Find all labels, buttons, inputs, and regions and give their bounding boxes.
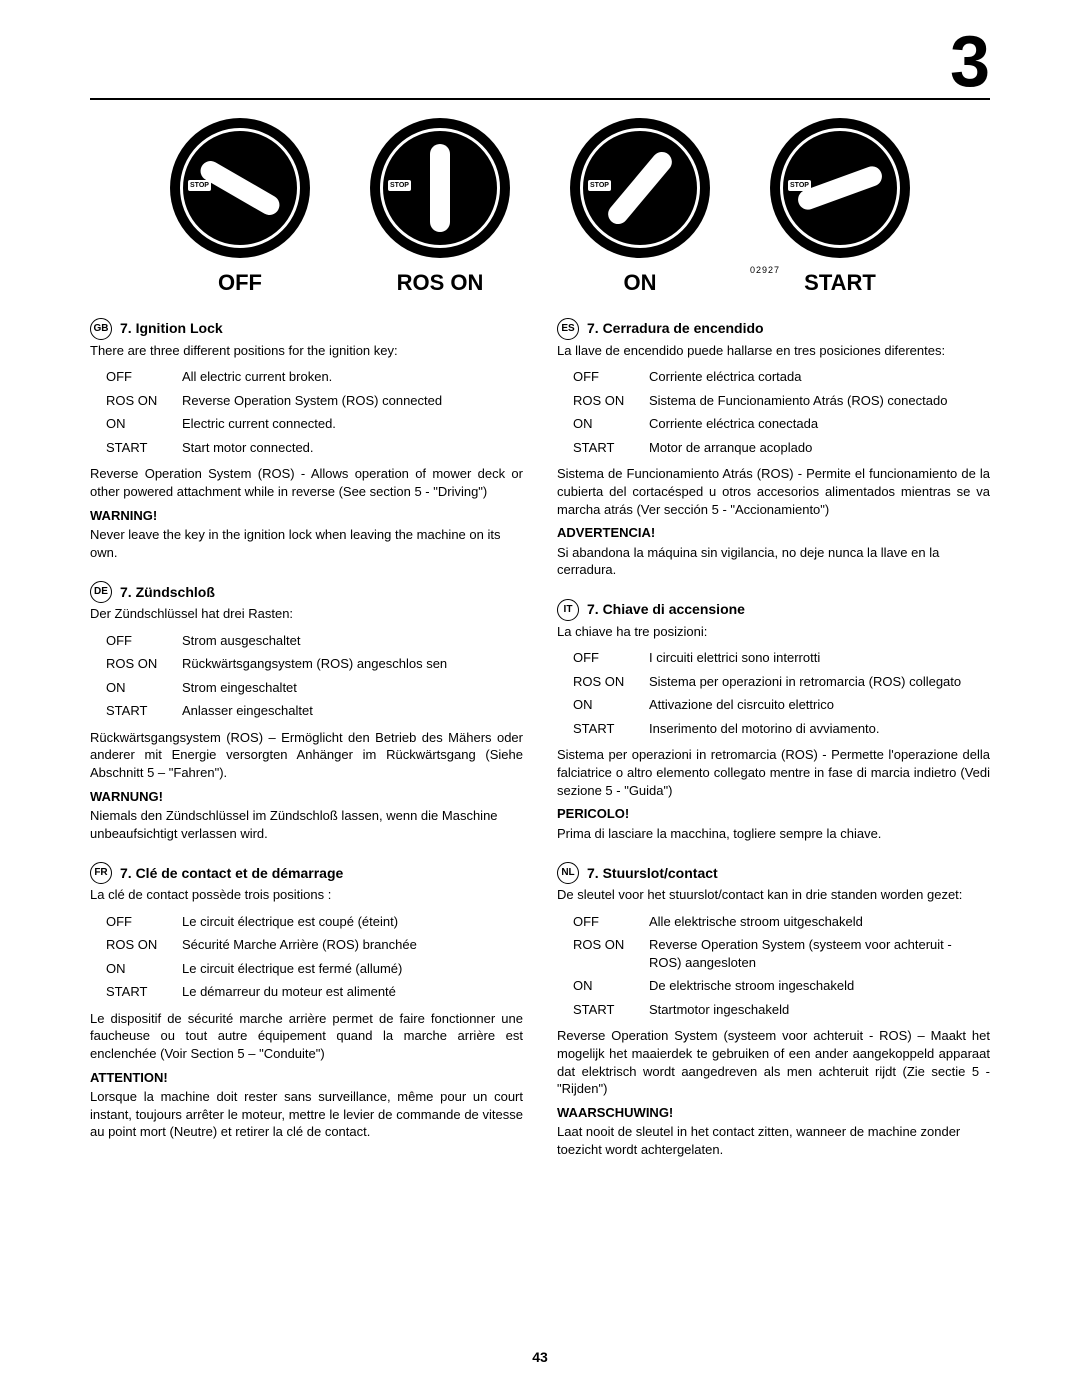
warning-text: Si abandona la máquina sin vigilancia, n… [557, 544, 990, 579]
section-intro: Der Zündschlüssel hat drei Rasten: [90, 605, 523, 623]
page-number: 43 [532, 1348, 548, 1367]
section-title: 7. Clé de contact et de démarrage [120, 864, 343, 883]
section-intro: La clé de contact possède trois position… [90, 886, 523, 904]
section-intro: La chiave ha tre posizioni: [557, 623, 990, 641]
warning-heading: WARNING! [90, 507, 523, 525]
table-row: STARTLe démarreur du moteur est alimenté [106, 980, 523, 1004]
table-row: ONLe circuit électrique est fermé (allum… [106, 957, 523, 981]
table-row: ONDe elektrische stroom ingeschakeld [573, 974, 990, 998]
position-table: OFFAll electric current broken. ROS ONRe… [106, 365, 523, 459]
warning-heading: WARNUNG! [90, 788, 523, 806]
section-intro: La llave de encendido puede hallarse en … [557, 342, 990, 360]
ros-note: Sistema de Funcionamiento Atrás (ROS) - … [557, 465, 990, 518]
table-row: STARTStartmotor ingeschakeld [573, 998, 990, 1022]
lang-badge-gb: GB [90, 318, 112, 340]
table-row: STARTInserimento del motorino di avviame… [573, 717, 990, 741]
warning-heading: ATTENTION! [90, 1069, 523, 1087]
warning-heading: WAARSCHUWING! [557, 1104, 990, 1122]
left-column: GB 7. Ignition Lock There are three diff… [90, 318, 523, 1179]
stop-marker: STOP [588, 180, 611, 191]
dial-label: ROS ON [370, 268, 510, 298]
table-row: ROS ONSistema de Funcionamiento Atrás (R… [573, 389, 990, 413]
table-row: STARTStart motor connected. [106, 436, 523, 460]
section-es: ES 7. Cerradura de encendido La llave de… [557, 318, 990, 579]
section-title: 7. Zündschloß [120, 583, 215, 602]
ros-note: Reverse Operation System (ROS) - Allows … [90, 465, 523, 500]
lang-badge-es: ES [557, 318, 579, 340]
table-row: ONStrom eingeschaltet [106, 676, 523, 700]
ros-note: Le dispositif de sécurité marche arrière… [90, 1010, 523, 1063]
warning-text: Niemals den Zündschlüssel im Zündschloß … [90, 807, 523, 842]
table-row: STARTMotor de arranque acoplado [573, 436, 990, 460]
ros-note: Reverse Operation System (systeem voor a… [557, 1027, 990, 1097]
table-row: STARTAnlasser eingeschaltet [106, 699, 523, 723]
table-row: ROS ONSistema per operazioni in retromar… [573, 670, 990, 694]
position-table: OFFI circuiti elettrici sono interrotti … [573, 646, 990, 740]
section-nl: NL 7. Stuurslot/contact De sleutel voor … [557, 862, 990, 1158]
dial-start: STOP START [770, 118, 910, 298]
position-table: OFFLe circuit électrique est coupé (étei… [106, 910, 523, 1004]
table-row: ONElectric current connected. [106, 412, 523, 436]
table-row: ONAttivazione del cisrcuito elettrico [573, 693, 990, 717]
dial-knob [604, 148, 676, 228]
section-intro: There are three different positions for … [90, 342, 523, 360]
ros-note: Sistema per operazioni in retromarcia (R… [557, 746, 990, 799]
section-fr: FR 7. Clé de contact et de démarrage La … [90, 862, 523, 1141]
lang-badge-de: DE [90, 581, 112, 603]
dial-label: START [770, 268, 910, 298]
section-it: IT 7. Chiave di accensione La chiave ha … [557, 599, 990, 842]
table-row: ROS ONRückwärtsgangsystem (ROS) angeschl… [106, 652, 523, 676]
dial-off: STOP OFF [170, 118, 310, 298]
table-row: OFFLe circuit électrique est coupé (étei… [106, 910, 523, 934]
warning-heading: ADVERTENCIA! [557, 524, 990, 542]
section-gb: GB 7. Ignition Lock There are three diff… [90, 318, 523, 561]
section-de: DE 7. Zündschloß Der Zündschlüssel hat d… [90, 581, 523, 842]
table-row: ROS ONReverse Operation System (systeem … [573, 933, 990, 974]
table-row: OFFAll electric current broken. [106, 365, 523, 389]
table-row: ROS ONSécurité Marche Arrière (ROS) bran… [106, 933, 523, 957]
section-title: 7. Chiave di accensione [587, 600, 745, 619]
ros-note: Rückwärtsgangsystem (ROS) – Ermöglicht d… [90, 729, 523, 782]
dial-ros-on: STOP ROS ON [370, 118, 510, 298]
position-table: OFFCorriente eléctrica cortada ROS ONSis… [573, 365, 990, 459]
warning-text: Laat nooit de sleutel in het contact zit… [557, 1123, 990, 1158]
section-intro: De sleutel voor het stuurslot/contact ka… [557, 886, 990, 904]
chapter-number: 3 [950, 14, 990, 111]
right-column: ES 7. Cerradura de encendido La llave de… [557, 318, 990, 1179]
table-row: OFFI circuiti elettrici sono interrotti [573, 646, 990, 670]
table-row: OFFAlle elektrische stroom uitgeschakeld [573, 910, 990, 934]
position-table: OFFAlle elektrische stroom uitgeschakeld… [573, 910, 990, 1022]
figure-number: 02927 [750, 264, 780, 276]
position-table: OFFStrom ausgeschaltet ROS ONRückwärtsga… [106, 629, 523, 723]
lang-badge-it: IT [557, 599, 579, 621]
warning-text: Never leave the key in the ignition lock… [90, 526, 523, 561]
dial-knob [430, 144, 450, 232]
ignition-dial-row: 02927 STOP OFF STOP ROS ON STOP ON STOP … [90, 118, 990, 298]
lang-badge-fr: FR [90, 862, 112, 884]
dial-label: ON [570, 268, 710, 298]
section-title: 7. Cerradura de encendido [587, 319, 764, 338]
dial-label: OFF [170, 268, 310, 298]
stop-marker: STOP [188, 180, 211, 191]
lang-badge-nl: NL [557, 862, 579, 884]
dial-on: STOP ON [570, 118, 710, 298]
warning-heading: PERICOLO! [557, 805, 990, 823]
section-title: 7. Ignition Lock [120, 319, 223, 338]
table-row: OFFCorriente eléctrica cortada [573, 365, 990, 389]
section-title: 7. Stuurslot/contact [587, 864, 718, 883]
warning-text: Lorsque la machine doit rester sans surv… [90, 1088, 523, 1141]
dial-knob [795, 164, 885, 213]
table-row: OFFStrom ausgeschaltet [106, 629, 523, 653]
content-columns: GB 7. Ignition Lock There are three diff… [90, 318, 990, 1179]
stop-marker: STOP [388, 180, 411, 191]
top-rule [90, 98, 990, 100]
table-row: ONCorriente eléctrica conectada [573, 412, 990, 436]
table-row: ROS ONReverse Operation System (ROS) con… [106, 389, 523, 413]
warning-text: Prima di lasciare la macchina, togliere … [557, 825, 990, 843]
